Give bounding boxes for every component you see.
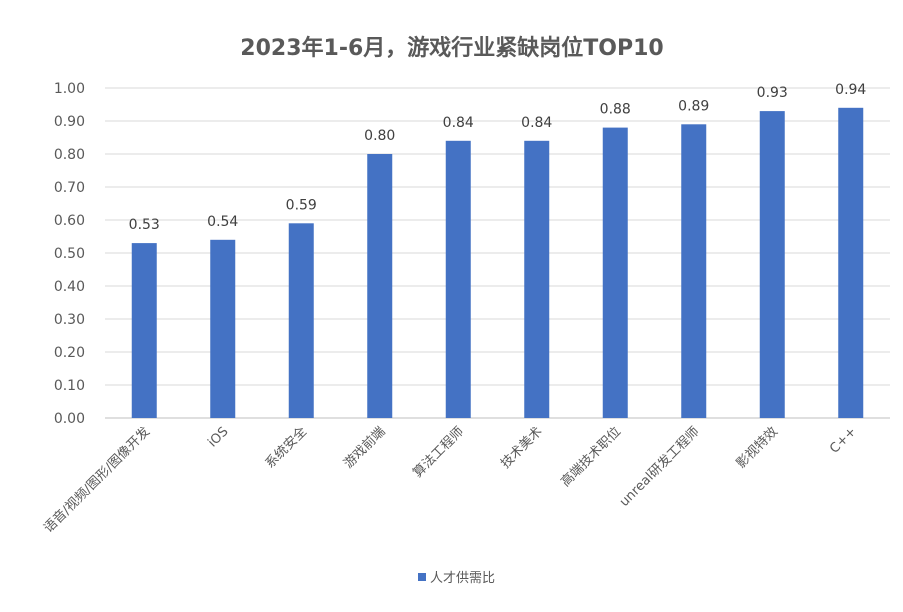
x-tick-label: 语音/视频/图形/图像开发	[41, 424, 154, 537]
y-tick-label: 0.60	[54, 213, 85, 229]
y-tick-label: 0.00	[54, 411, 85, 427]
bar	[288, 223, 314, 418]
x-tick-label: 技术美术	[498, 424, 545, 471]
x-tick-label: 影视特效	[734, 424, 781, 471]
y-tick-label: 0.70	[54, 180, 85, 196]
legend-label: 人才供需比	[430, 571, 495, 586]
bar	[445, 140, 471, 419]
bar	[681, 124, 707, 419]
bar	[759, 111, 785, 418]
y-tick-label: 0.20	[54, 345, 85, 361]
bar	[838, 107, 864, 419]
y-tick-label: 0.40	[54, 279, 85, 295]
data-label: 0.54	[207, 214, 238, 230]
legend-swatch	[418, 573, 426, 581]
x-tick-label: 游戏前端	[340, 424, 388, 472]
data-label: 0.84	[443, 115, 474, 131]
y-tick-label: 0.80	[54, 147, 85, 163]
bar	[367, 154, 393, 418]
data-label: 0.80	[364, 128, 395, 144]
bar	[131, 243, 157, 418]
y-tick-label: 0.90	[54, 114, 85, 130]
x-tick-label: 系统安全	[262, 424, 310, 472]
y-tick-label: 0.10	[54, 378, 85, 394]
chart-title: 2023年1-6月，游戏行业紧缺岗位TOP10	[240, 35, 663, 61]
data-label: 0.94	[835, 82, 866, 98]
data-label: 0.59	[286, 197, 317, 213]
x-tick-label: unreal研发工程师	[616, 424, 702, 510]
data-label: 0.84	[521, 115, 552, 131]
data-label: 0.89	[678, 98, 709, 114]
x-tick-label: 高端技术职位	[558, 424, 624, 490]
x-tick-label: C++	[827, 424, 859, 456]
data-label: 0.88	[600, 102, 631, 118]
y-tick-label: 1.00	[54, 81, 85, 97]
y-tick-label: 0.30	[54, 312, 85, 328]
bar	[524, 140, 550, 419]
x-tick-label: iOS	[205, 424, 231, 450]
legend: 人才供需比	[418, 571, 495, 586]
bar	[602, 127, 628, 418]
bar	[210, 239, 236, 418]
data-label: 0.93	[757, 85, 788, 101]
x-tick-label: 算法工程师	[410, 424, 467, 481]
data-label: 0.53	[129, 217, 160, 233]
y-tick-label: 0.50	[54, 246, 85, 262]
